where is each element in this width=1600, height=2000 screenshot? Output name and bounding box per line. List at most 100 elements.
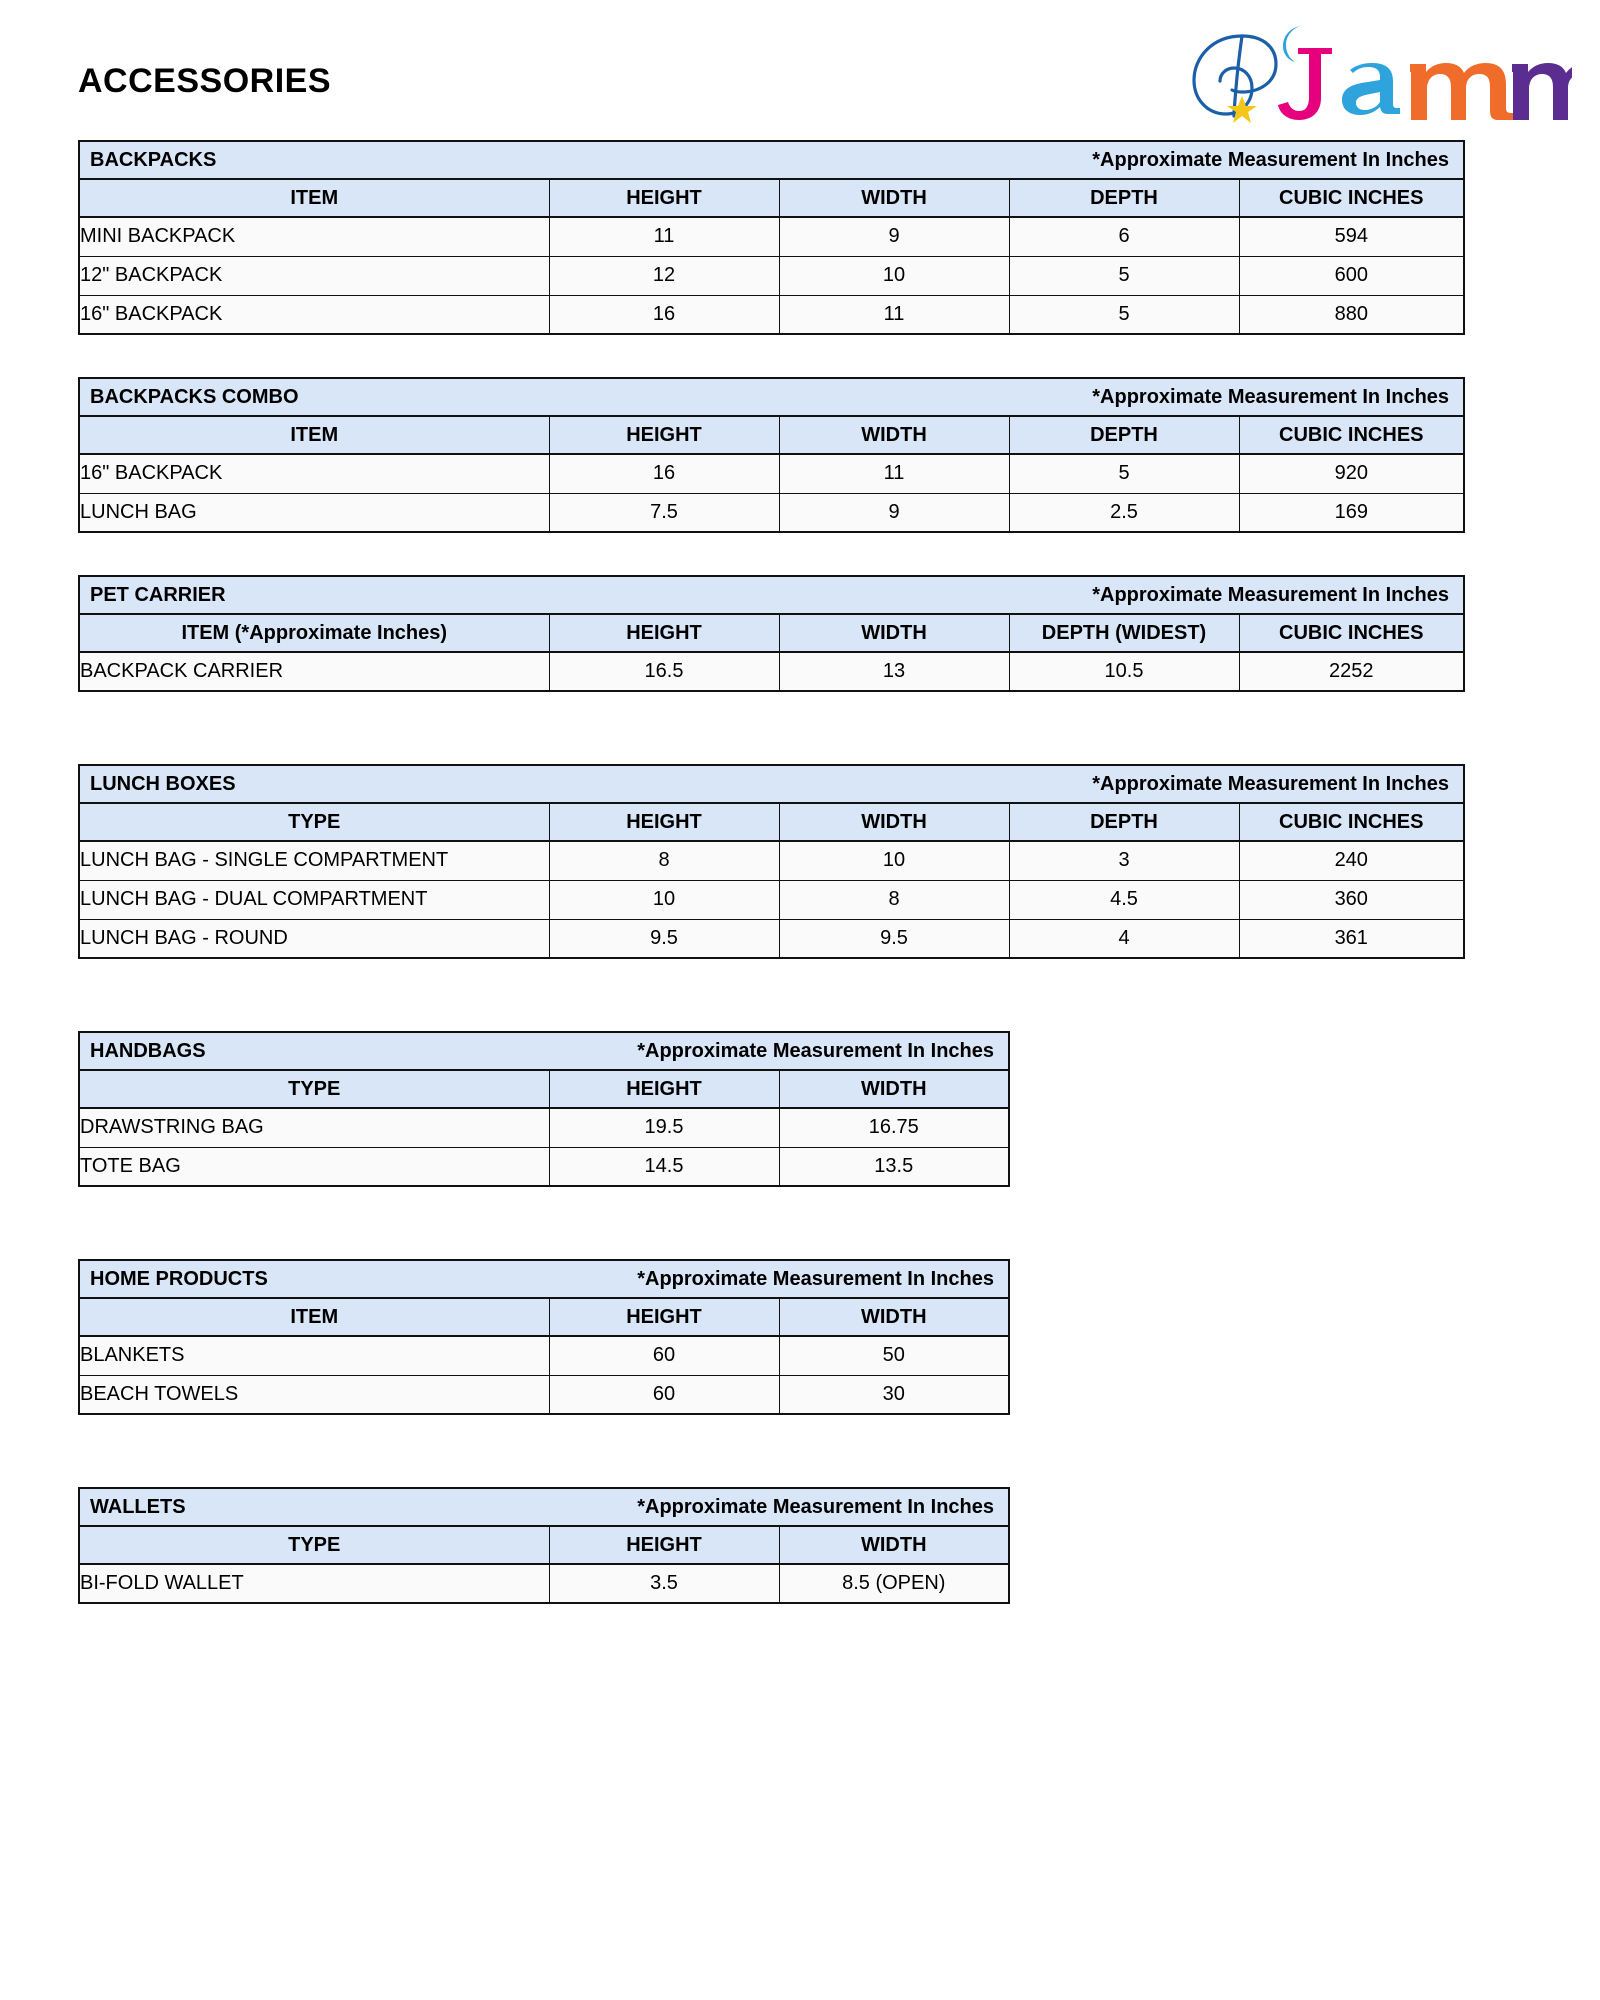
- row-label-cell: BI-FOLD WALLET: [78, 1563, 550, 1604]
- column-header: HEIGHT: [548, 613, 780, 653]
- table-spacer: [78, 533, 1600, 575]
- row-label-cell: 16" BACKPACK: [78, 294, 550, 335]
- table-row: LUNCH BAG 7.5 9 2.5 169: [78, 492, 1465, 533]
- row-value-cell: 5: [1008, 255, 1240, 296]
- logo-letter-j: [1278, 48, 1332, 120]
- table-column-header-row: ITEM HEIGHT WIDTH DEPTH CUBIC INCHES: [78, 178, 1465, 218]
- row-value-cell: 16: [548, 453, 780, 494]
- table-row: BEACH TOWELS 60 30: [78, 1374, 1010, 1415]
- approximate-measurement-note: *Approximate Measurement In Inches: [637, 1040, 995, 1062]
- table-row: 16" BACKPACK 16 11 5 880: [78, 294, 1465, 335]
- row-value-cell: 60: [548, 1374, 780, 1415]
- table-pet-carrier: PET CARRIER *Approximate Measurement In I…: [78, 575, 1465, 692]
- column-header: HEIGHT: [548, 415, 780, 455]
- row-label-cell: LUNCH BAG - DUAL COMPARTMENT: [78, 879, 550, 920]
- table-row: LUNCH BAG - DUAL COMPARTMENT 10 8 4.5 360: [78, 879, 1465, 920]
- table-row: LUNCH BAG - ROUND 9.5 9.5 4 361: [78, 918, 1465, 959]
- row-value-cell: 8: [548, 840, 780, 881]
- page-title: ACCESSORIES: [78, 62, 331, 100]
- table-banner-title: HOME PRODUCTS: [90, 1268, 268, 1290]
- row-value-cell: 14.5: [548, 1146, 780, 1187]
- table-banner-title: WALLETS: [90, 1496, 186, 1518]
- row-value-cell: 9.5: [548, 918, 780, 959]
- row-value-cell: 50: [778, 1335, 1010, 1376]
- row-label-cell: DRAWSTRING BAG: [78, 1107, 550, 1148]
- column-header: HEIGHT: [548, 178, 780, 218]
- column-header: WIDTH: [778, 1069, 1010, 1109]
- approximate-measurement-note: *Approximate Measurement In Inches: [1092, 584, 1449, 606]
- table-spacer: [78, 692, 1600, 764]
- table-handbags: HANDBAGS *Approximate Measurement In Inch…: [78, 1031, 1011, 1187]
- row-value-cell: 5: [1008, 294, 1240, 335]
- table-banner-title: BACKPACKS: [90, 149, 217, 171]
- table-backpacks: BACKPACKS *Approximate Measurement In Inc…: [78, 140, 1466, 335]
- row-value-cell: 10: [548, 879, 780, 920]
- logo-letter-m2: [1512, 63, 1600, 120]
- row-label-cell: BEACH TOWELS: [78, 1374, 550, 1415]
- column-header: TYPE: [78, 802, 550, 842]
- row-value-cell: 2252: [1238, 651, 1465, 692]
- approximate-measurement-note: *Approximate Measurement In Inches: [1092, 149, 1450, 171]
- table-spacer: [78, 1415, 1600, 1487]
- row-value-cell: 3: [1008, 840, 1240, 881]
- table-banner-title: HANDBAGS: [90, 1040, 206, 1062]
- table-banner-row: LUNCH BOXES *Approximate Measurement In I…: [78, 764, 1465, 804]
- column-header: ITEM: [78, 415, 550, 455]
- table-row: TOTE BAG 14.5 13.5: [78, 1146, 1010, 1187]
- table-spacer: [78, 335, 1600, 377]
- row-value-cell: 30: [778, 1374, 1010, 1415]
- column-header: DEPTH: [1008, 178, 1240, 218]
- table-wallets: WALLETS *Approximate Measurement In Inche…: [78, 1487, 1011, 1604]
- row-label-cell: LUNCH BAG - ROUND: [78, 918, 550, 959]
- logo-letter-p: [1192, 34, 1278, 118]
- table-banner-row: BACKPACKS COMBO *Approximate Measurement …: [78, 377, 1465, 417]
- row-value-cell: 16.75: [778, 1107, 1010, 1148]
- row-value-cell: 19.5: [548, 1107, 780, 1148]
- table-column-header-row: ITEM HEIGHT WIDTH: [78, 1297, 1010, 1337]
- row-label-cell: TOTE BAG: [78, 1146, 550, 1187]
- table-banner-row: PET CARRIER *Approximate Measurement In I…: [78, 575, 1465, 615]
- row-value-cell: 13.5: [778, 1146, 1010, 1187]
- column-header: CUBIC INCHES: [1238, 415, 1465, 455]
- table-banner-row: WALLETS *Approximate Measurement In Inche…: [78, 1487, 1010, 1527]
- table-banner-title: LUNCH BOXES: [90, 773, 236, 795]
- approximate-measurement-note: *Approximate Measurement In Inches: [1092, 773, 1449, 795]
- table-column-header-row: ITEM (*Approximate Inches) HEIGHT WIDTH DEP…: [78, 613, 1465, 653]
- row-value-cell: 4: [1008, 918, 1240, 959]
- row-value-cell: 10.5: [1008, 651, 1240, 692]
- table-row: BACKPACK CARRIER 16.5 13 10.5 2252: [78, 651, 1465, 692]
- column-header: WIDTH: [778, 1525, 1010, 1565]
- logo-letter-m1: [1410, 63, 1514, 120]
- row-value-cell: 361: [1238, 918, 1465, 959]
- row-value-cell: 9: [778, 216, 1010, 257]
- column-header: CUBIC INCHES: [1238, 802, 1465, 842]
- column-header: TYPE: [78, 1525, 550, 1565]
- logo-moon-icon: [1283, 26, 1300, 62]
- table-spacer: [78, 1187, 1600, 1259]
- table-row: LUNCH BAG - SINGLE COMPARTMENT 8 10 3 240: [78, 840, 1465, 881]
- row-value-cell: 6: [1008, 216, 1240, 257]
- row-value-cell: 920: [1238, 453, 1465, 494]
- table-lunch-boxes: LUNCH BOXES *Approximate Measurement In I…: [78, 764, 1465, 959]
- column-header: WIDTH: [778, 613, 1010, 653]
- column-header: WIDTH: [778, 1297, 1010, 1337]
- row-value-cell: 5: [1008, 453, 1240, 494]
- row-value-cell: 2.5: [1008, 492, 1240, 533]
- row-label-cell: 16" BACKPACK: [78, 453, 550, 494]
- column-header: WIDTH: [778, 178, 1010, 218]
- page-header: ACCESSORIES: [0, 0, 1600, 140]
- row-label-cell: BACKPACK CARRIER: [78, 651, 550, 692]
- row-value-cell: 9: [778, 492, 1010, 533]
- column-header: ITEM: [78, 178, 550, 218]
- column-header: DEPTH (WIDEST): [1008, 613, 1240, 653]
- table-banner-row: HOME PRODUCTS *Approximate Measurement In…: [78, 1259, 1010, 1299]
- column-header: HEIGHT: [548, 1069, 780, 1109]
- column-header: DEPTH: [1008, 802, 1240, 842]
- row-value-cell: 12: [548, 255, 780, 296]
- row-value-cell: 11: [778, 294, 1010, 335]
- row-label-cell: LUNCH BAG: [78, 492, 550, 533]
- row-value-cell: 7.5: [548, 492, 780, 533]
- column-header: HEIGHT: [548, 1525, 780, 1565]
- row-value-cell: 10: [778, 840, 1010, 881]
